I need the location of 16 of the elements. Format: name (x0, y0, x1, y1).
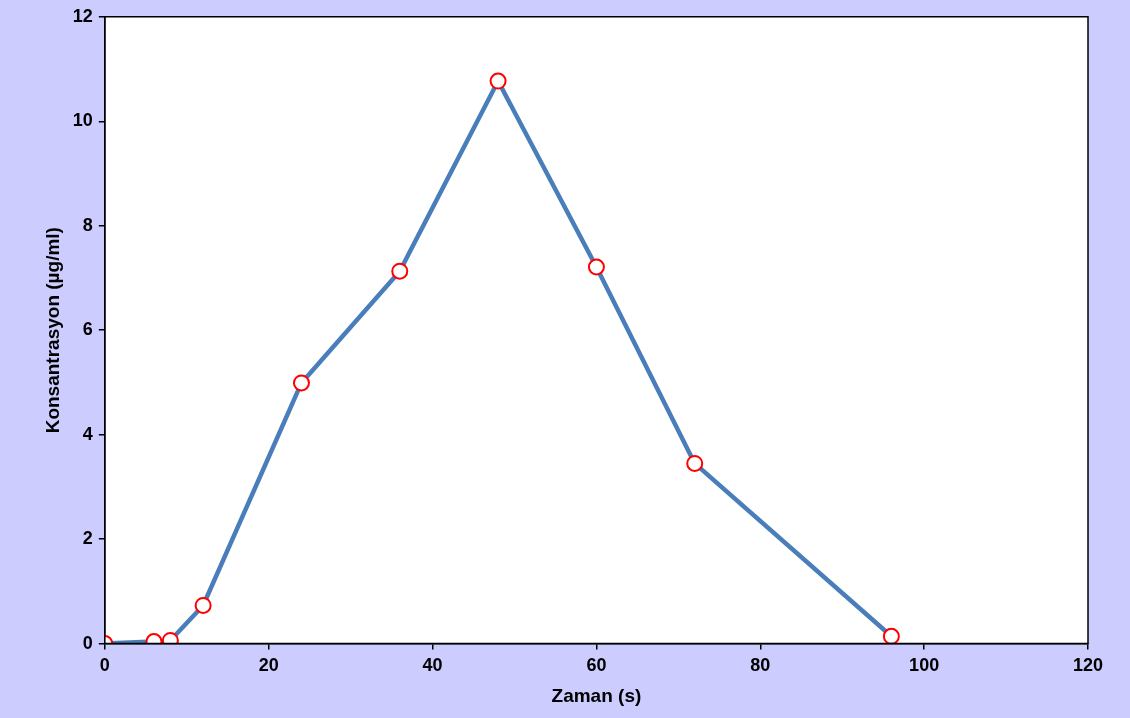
x-tick-label: 120 (1072, 655, 1104, 676)
x-tick-label: 40 (422, 655, 443, 676)
y-axis-title: Konsantrasyon (µg/ml) (41, 227, 63, 434)
x-tick-label: 100 (909, 655, 940, 676)
y-tick-label: 4 (82, 423, 93, 444)
x-tick-label: 20 (258, 655, 279, 676)
y-tick-label: 12 (72, 5, 93, 26)
y-tick-label: 10 (72, 110, 93, 131)
y-tick-label: 0 (82, 632, 93, 653)
x-tick-label: 0 (99, 655, 110, 676)
y-tick-label: 2 (82, 528, 93, 549)
x-tick-label: 60 (586, 655, 607, 676)
x-axis-title: Zaman (s) (551, 684, 642, 706)
x-tick-label: 80 (750, 655, 771, 676)
y-tick-label: 8 (82, 214, 93, 235)
y-tick-label: 6 (82, 319, 93, 340)
